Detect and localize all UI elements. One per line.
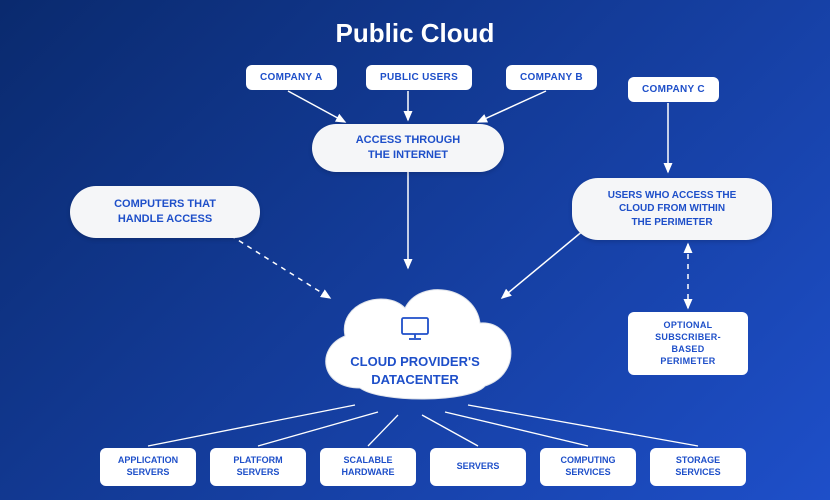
node-bottom-3: SERVERS (430, 448, 526, 486)
node-label: COMPUTERS THAT HANDLE ACCESS (114, 197, 216, 227)
node-bottom-2: SCALABLE HARDWARE (320, 448, 416, 486)
node-label: ACCESS THROUGH THE INTERNET (356, 133, 461, 163)
node-label: USERS WHO ACCESS THE CLOUD FROM WITHIN T… (608, 189, 737, 230)
node-bottom-5: STORAGE SERVICES (650, 448, 746, 486)
node-company-c: COMPANY C (628, 77, 719, 102)
node-optional-perimeter: OPTIONAL SUBSCRIBER-BASED PERIMETER (628, 312, 748, 375)
diagram-title: Public Cloud (0, 18, 830, 49)
node-company-a: COMPANY A (246, 65, 337, 90)
node-access-internet: ACCESS THROUGH THE INTERNET (312, 124, 504, 172)
node-computers-handle: COMPUTERS THAT HANDLE ACCESS (70, 186, 260, 238)
cloud-label: CLOUD PROVIDER'S DATACENTER (300, 353, 530, 388)
node-users-perimeter: USERS WHO ACCESS THE CLOUD FROM WITHIN T… (572, 178, 772, 240)
node-company-b: COMPANY B (506, 65, 597, 90)
node-bottom-0: APPLICATION SERVERS (100, 448, 196, 486)
node-bottom-1: PLATFORM SERVERS (210, 448, 306, 486)
node-public-users: PUBLIC USERS (366, 65, 472, 90)
cloud-datacenter: CLOUD PROVIDER'S DATACENTER (300, 258, 530, 418)
monitor-icon (400, 316, 430, 342)
node-bottom-4: COMPUTING SERVICES (540, 448, 636, 486)
